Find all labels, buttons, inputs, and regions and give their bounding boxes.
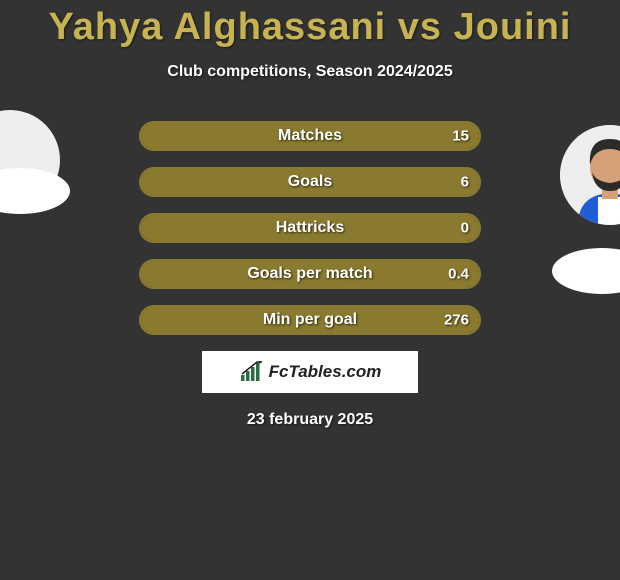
player-right-avatar (560, 125, 620, 225)
page-title: Yahya Alghassani vs Jouini (0, 0, 620, 49)
brand-chart-icon (239, 361, 265, 383)
player-right-flag (552, 248, 620, 294)
stat-row: Min per goal 276 (139, 305, 481, 335)
stat-row: Hattricks 0 (139, 213, 481, 243)
stat-value-right: 6 (461, 174, 469, 191)
stats-container: Matches 15 Goals 6 Hattricks 0 Goals per match… (139, 121, 481, 335)
subtitle: Club competitions, Season 2024/2025 (0, 63, 620, 81)
stat-value-right: 15 (452, 128, 469, 145)
stat-label: Goals per match (247, 265, 372, 283)
brand-text: FcTables.com (269, 362, 382, 382)
stat-label: Min per goal (263, 311, 357, 329)
stat-row: Goals 6 (139, 167, 481, 197)
stat-label: Matches (278, 127, 342, 145)
stat-row: Matches 15 (139, 121, 481, 151)
player-left-flag (0, 168, 70, 214)
stat-row: Goals per match 0.4 (139, 259, 481, 289)
stat-value-right: 0 (461, 220, 469, 237)
stat-value-right: 0.4 (448, 266, 469, 283)
stat-value-right: 276 (444, 312, 469, 329)
stat-label: Goals (288, 173, 332, 191)
brand-box[interactable]: FcTables.com (202, 351, 418, 393)
stat-label: Hattricks (276, 219, 344, 237)
date-label: 23 february 2025 (0, 411, 620, 429)
